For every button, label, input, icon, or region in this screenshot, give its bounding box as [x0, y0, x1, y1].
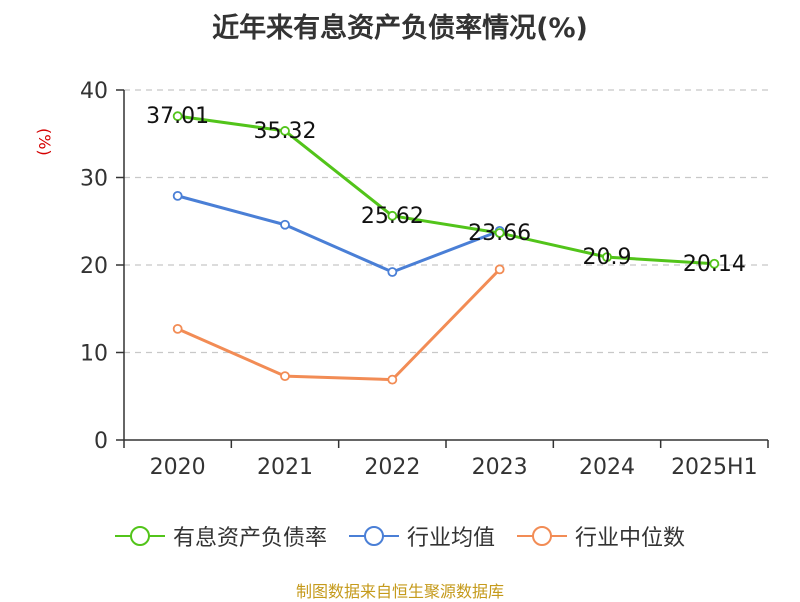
x-tick-label: 2025H1 — [671, 455, 758, 480]
data-point — [602, 252, 612, 263]
y-tick-label: 0 — [94, 429, 108, 454]
legend-label: 有息资产负债率 — [172, 526, 327, 551]
series-line — [177, 114, 715, 266]
x-tick-label: 2023 — [472, 455, 528, 480]
data-point — [387, 210, 398, 221]
data-point — [280, 371, 290, 382]
y-tick-label: 30 — [80, 167, 108, 192]
legend: 有息资产负债率 行业均值 行业中位数 — [0, 520, 800, 552]
data-label: 25.62 — [361, 204, 424, 229]
data-label: 20.14 — [683, 252, 746, 277]
chart-title: 近年来有息资产负债率情况(%) — [212, 13, 588, 44]
data-point — [172, 323, 183, 334]
data-label: 23.66 — [468, 221, 531, 246]
data-point — [280, 219, 290, 230]
y-tick-label: 10 — [80, 342, 108, 367]
legend-item-interest-debt-ratio[interactable]: 有息资产负债率 — [114, 520, 327, 552]
series-line — [177, 268, 501, 382]
legend-label: 行业中位数 — [575, 526, 686, 551]
series-line — [177, 194, 501, 274]
x-tick-label: 2022 — [364, 455, 420, 480]
data-label: 20.9 — [583, 245, 632, 270]
data-point — [494, 228, 505, 238]
data-point — [494, 264, 505, 275]
legend-marker-icon — [517, 526, 567, 546]
data-point — [172, 190, 183, 201]
legend-item-industry-median[interactable]: 行业中位数 — [517, 520, 685, 552]
y-tick-label: 20 — [80, 254, 108, 279]
data-source-note: 制图数据来自恒生聚源数据库 — [295, 582, 504, 601]
x-tick-label: 2024 — [579, 455, 635, 480]
data-point — [709, 258, 720, 269]
data-point — [387, 267, 398, 277]
data-point — [280, 126, 290, 136]
legend-item-industry-mean[interactable]: 行业均值 — [348, 520, 495, 552]
data-label: 37.01 — [146, 104, 209, 129]
legend-marker-icon — [348, 526, 399, 546]
data-label: 35.32 — [254, 119, 317, 144]
data-point — [172, 111, 183, 122]
legend-marker-icon — [114, 526, 165, 546]
y-tick-label: 40 — [80, 79, 108, 104]
data-point — [387, 374, 398, 385]
x-tick-label: 2020 — [150, 455, 206, 480]
legend-label: 行业均值 — [406, 526, 495, 551]
x-tick-label: 2021 — [257, 455, 313, 480]
